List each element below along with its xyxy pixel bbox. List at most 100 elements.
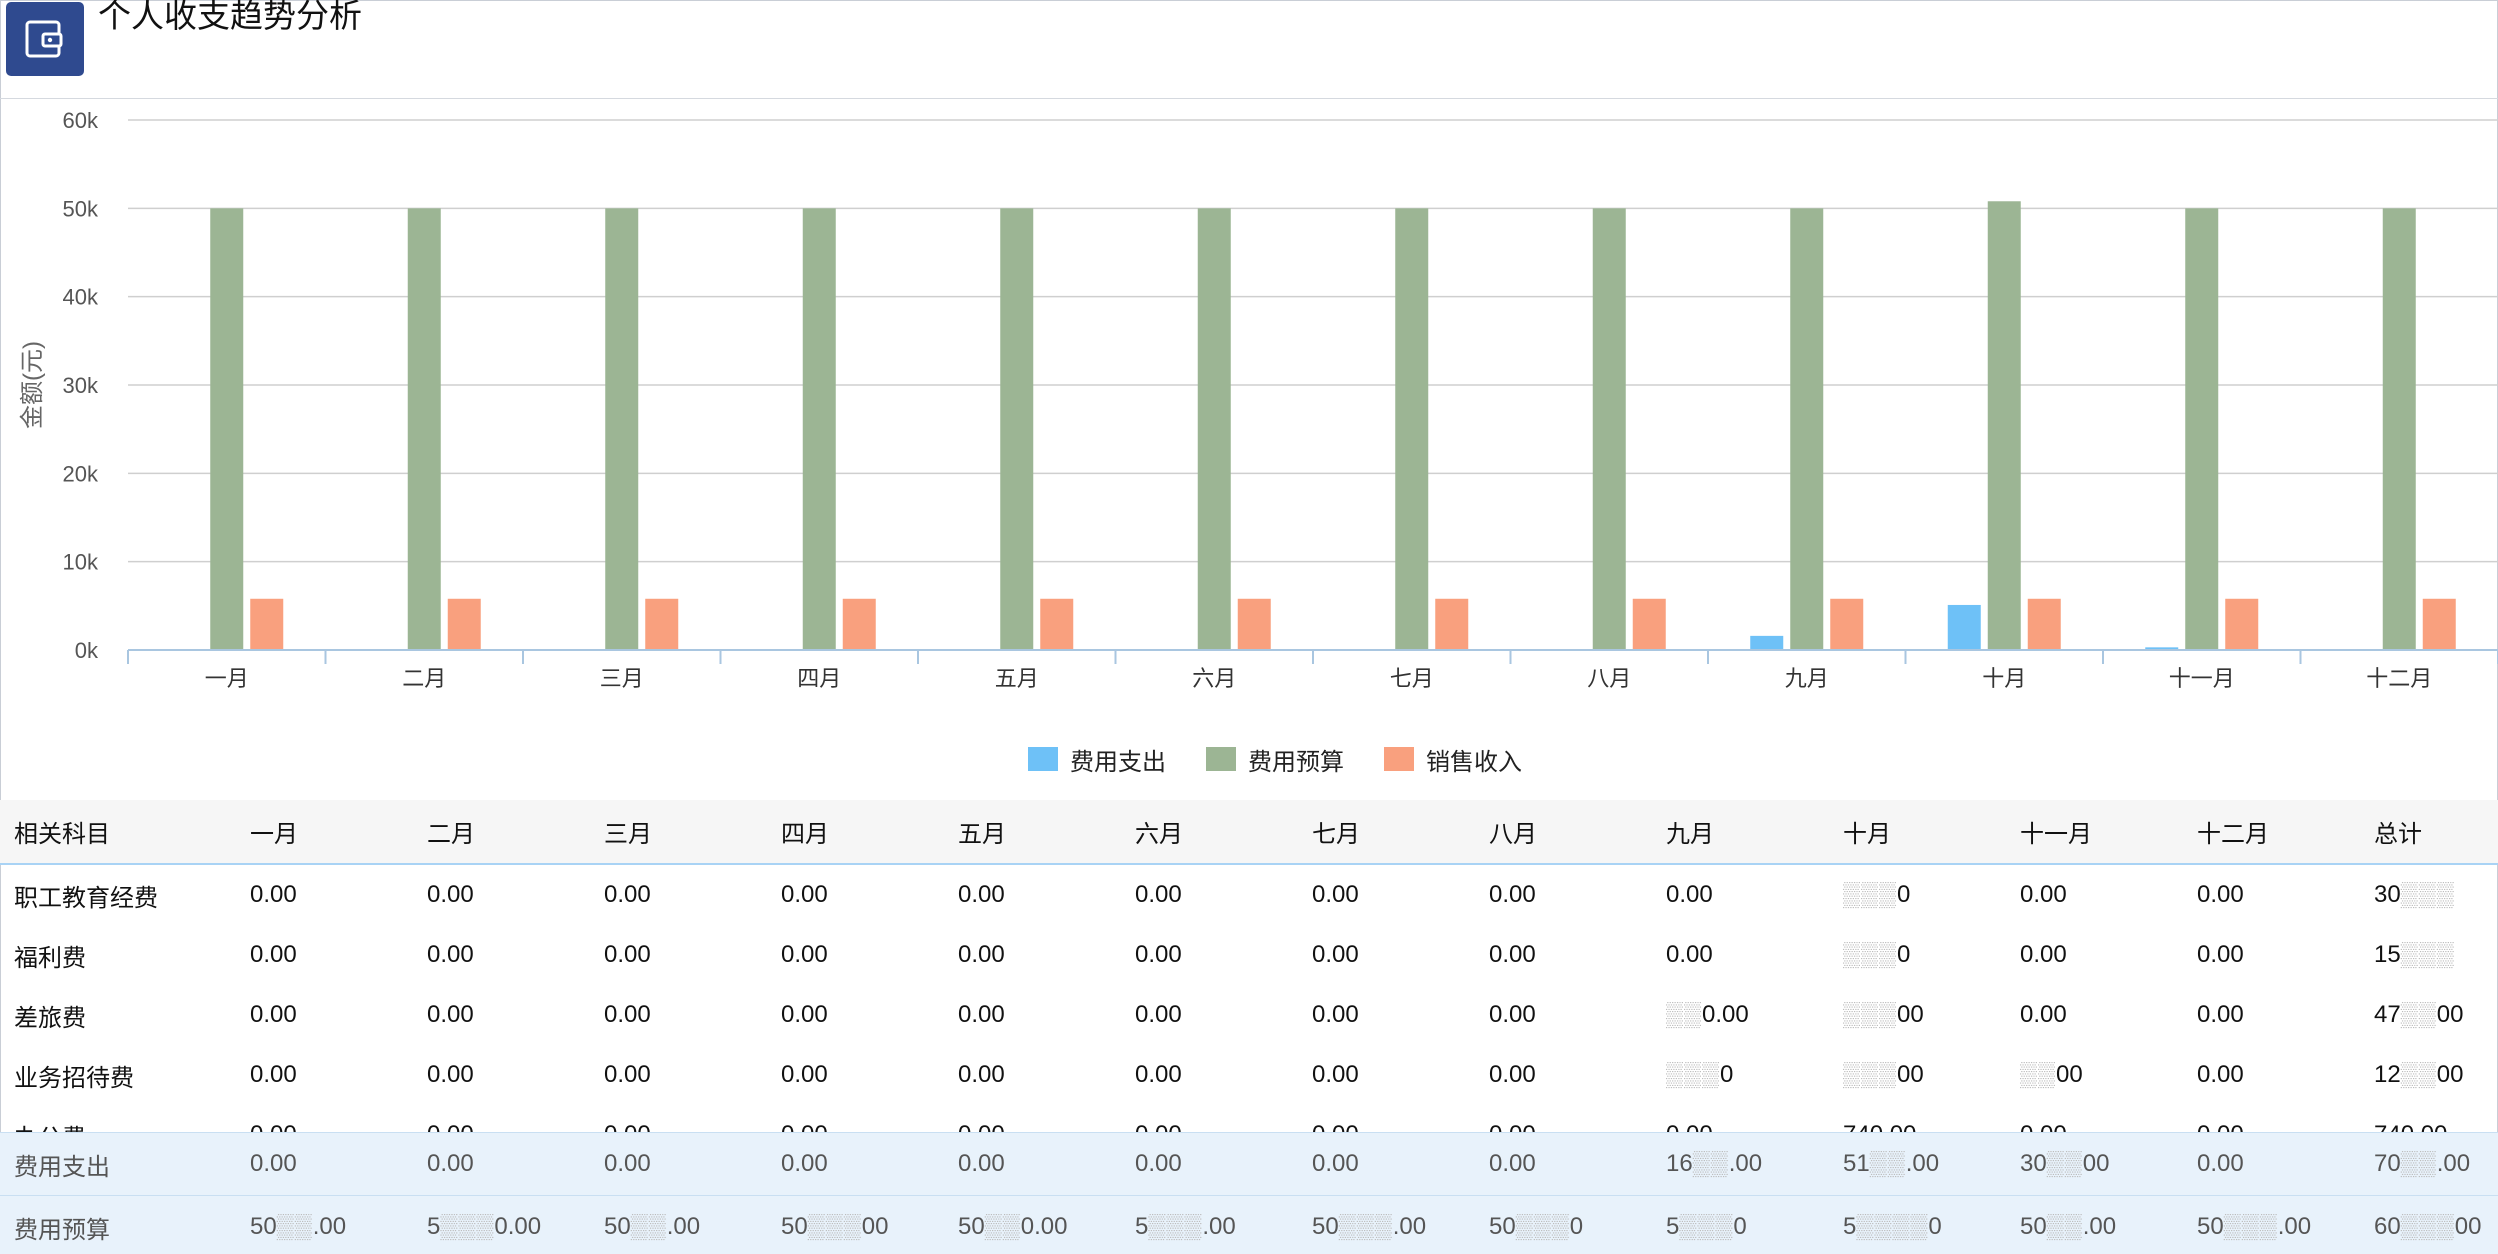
table-cell: 50▒▒.00 xyxy=(604,1195,781,1254)
page-title: 个人收支趋势分析 xyxy=(98,0,362,34)
table-cell: ▒▒▒0 xyxy=(1843,881,1911,908)
chart-legend: 费用支出 费用预算 销售收入 xyxy=(1028,742,1562,776)
bar[interactable] xyxy=(1237,598,1271,650)
bar[interactable] xyxy=(1987,201,2021,650)
y-axis-ticks: 0k 10k 20k 30k 40k 50k 60k xyxy=(63,108,99,663)
column-header[interactable]: 八月 xyxy=(1489,800,1666,865)
column-header[interactable]: 九月 xyxy=(1666,800,1843,865)
bar[interactable] xyxy=(1790,208,1824,650)
bar[interactable] xyxy=(1395,208,1429,650)
table-body-scroll[interactable]: 职工教育经费 0.00 0.00 0.00 0.00 0.00 0.00 0.00 0.00 0.… xyxy=(0,865,2498,1132)
table-cell: 0.00 xyxy=(1312,1132,1489,1196)
header-bar: 个人收支趋势分析 xyxy=(0,0,2498,99)
column-header[interactable]: 四月 xyxy=(781,800,958,865)
table-cell: 0.00 xyxy=(604,941,651,968)
x-tick-label: 十一月 xyxy=(2169,666,2235,691)
x-tick-label: 二月 xyxy=(402,666,446,691)
table-cell: 5▒▒▒0 xyxy=(1666,1195,1843,1254)
table-row[interactable]: 办公费0.000.000.000.000.000.000.000.000.007… xyxy=(0,1105,2498,1132)
bar[interactable] xyxy=(605,208,639,650)
legend-swatch xyxy=(1384,747,1414,771)
x-tick-label: 八月 xyxy=(1587,666,1631,691)
bar[interactable] xyxy=(2185,208,2219,650)
table-cell: 50▒▒▒00 xyxy=(781,1195,958,1254)
bar[interactable] xyxy=(1000,208,1034,650)
bar[interactable] xyxy=(447,598,481,650)
column-header[interactable]: 二月 xyxy=(427,800,604,865)
bar[interactable] xyxy=(1435,598,1469,650)
table-cell: 0.00 xyxy=(2020,1001,2067,1028)
column-header[interactable]: 七月 xyxy=(1312,800,1489,865)
column-header[interactable]: 十二月 xyxy=(2197,800,2374,865)
bar[interactable] xyxy=(407,208,441,650)
bar[interactable] xyxy=(2145,647,2179,650)
row-label: 福利费 xyxy=(14,944,86,972)
table-cell: 0.00 xyxy=(604,1132,781,1196)
table-cell: 50▒▒▒.00 xyxy=(2197,1195,2374,1254)
wallet-icon[interactable] xyxy=(6,2,84,76)
column-header[interactable]: 总计 xyxy=(2374,800,2498,865)
table-cell: ▒▒▒00 xyxy=(1843,1061,1924,1088)
y-tick-label: 30k xyxy=(63,373,99,398)
bar[interactable] xyxy=(2225,598,2259,650)
bar[interactable] xyxy=(1947,604,1981,650)
bar[interactable] xyxy=(1750,635,1784,650)
x-tick-label: 五月 xyxy=(995,666,1039,691)
table-cell: 0.00 xyxy=(1666,881,1713,908)
table-row[interactable]: 职工教育经费 0.00 0.00 0.00 0.00 0.00 0.00 0.00 0.00 0.… xyxy=(0,865,2498,925)
table-cell: 0.00 xyxy=(2197,1132,2374,1196)
bar[interactable] xyxy=(1197,208,1231,650)
column-header[interactable]: 五月 xyxy=(958,800,1135,865)
table-cell: 0.00 xyxy=(2197,1001,2244,1028)
table-cell: 0.00 xyxy=(1135,941,1182,968)
table-cell: 5▒▒▒▒0 xyxy=(1843,1195,2020,1254)
legend-item[interactable]: 费用预算 xyxy=(1206,742,1344,777)
y-tick-label: 50k xyxy=(63,196,99,221)
table-cell: 0.00 xyxy=(781,1061,828,1088)
table-cell: 0.00 xyxy=(427,1105,604,1132)
bar[interactable] xyxy=(1592,208,1626,650)
table-cell: 0.00 xyxy=(250,941,297,968)
bar[interactable] xyxy=(1830,598,1864,650)
table-cell: 0.00 xyxy=(1489,1001,1536,1028)
bar[interactable] xyxy=(802,208,836,650)
column-header[interactable]: 相关科目 xyxy=(0,800,250,865)
table-cell: 0.00 xyxy=(1666,1105,1843,1132)
x-tick-label: 七月 xyxy=(1390,666,1434,691)
table-cell: 30▒▒▒ xyxy=(2374,881,2455,908)
column-header[interactable]: 一月 xyxy=(250,800,427,865)
table-row[interactable]: 差旅费 0.00 0.00 0.00 0.00 0.00 0.00 0.00 0.00 ▒▒0.0… xyxy=(0,985,2498,1045)
table-cell: 0.00 xyxy=(1135,1105,1312,1132)
table-cell: 0.00 xyxy=(2020,941,2067,968)
table-row[interactable]: 福利费 0.00 0.00 0.00 0.00 0.00 0.00 0.00 0.00 0.00 ▒… xyxy=(0,925,2498,985)
legend-item[interactable]: 费用支出 xyxy=(1028,742,1166,777)
row-label: 职工教育经费 xyxy=(14,884,158,912)
table-cell: 0.00 xyxy=(958,1001,1005,1028)
table-cell: 0.00 xyxy=(1312,1105,1489,1132)
table-cell: 50▒▒▒.00 xyxy=(1312,1195,1489,1254)
column-header[interactable]: 三月 xyxy=(604,800,781,865)
table-cell: 0.00 xyxy=(250,1105,427,1132)
bar[interactable] xyxy=(1632,598,1666,650)
summary-row[interactable]: 费用支出 0.00 0.00 0.00 0.00 0.00 0.00 0.00 0.00 16▒▒… xyxy=(0,1132,2498,1196)
bar[interactable] xyxy=(250,598,284,650)
bar[interactable] xyxy=(842,598,876,650)
table-cell: 0.00 xyxy=(2020,881,2067,908)
bar[interactable] xyxy=(2027,598,2061,650)
table-cell: 0.00 xyxy=(958,1061,1005,1088)
x-tick-label: 一月 xyxy=(205,666,249,691)
column-header[interactable]: 十月 xyxy=(1843,800,2020,865)
table-cell: 0.00 xyxy=(1135,881,1182,908)
legend-item[interactable]: 销售收入 xyxy=(1384,742,1522,777)
bar[interactable] xyxy=(1040,598,1074,650)
bar[interactable] xyxy=(2422,598,2456,650)
bar[interactable] xyxy=(2382,208,2416,650)
bar[interactable] xyxy=(645,598,679,650)
table-row[interactable]: 业务招待费 0.00 0.00 0.00 0.00 0.00 0.00 0.00 0.00 ▒▒▒… xyxy=(0,1045,2498,1105)
summary-row[interactable]: 费用预算 50▒▒.00 5▒▒▒0.00 50▒▒.00 50▒▒▒00 50▒▒0.0… xyxy=(0,1195,2498,1254)
bar[interactable] xyxy=(210,208,244,650)
column-header[interactable]: 六月 xyxy=(1135,800,1312,865)
column-header[interactable]: 十一月 xyxy=(2020,800,2197,865)
table-cell: 0.00 xyxy=(1489,1105,1666,1132)
table-cell: 30▒▒00 xyxy=(2020,1132,2197,1196)
